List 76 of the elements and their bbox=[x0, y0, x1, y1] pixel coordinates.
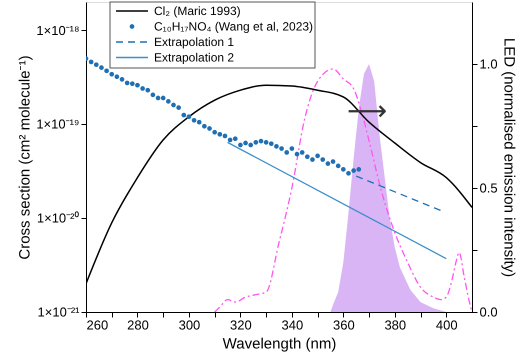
point bbox=[336, 164, 341, 168]
x-tick-label: 320 bbox=[230, 318, 252, 332]
point bbox=[196, 120, 202, 125]
x-axis-title: Wavelength (nm) bbox=[222, 336, 336, 352]
point bbox=[290, 146, 294, 151]
y2-axis-title: LED (normalised emission intensity) bbox=[500, 38, 518, 278]
point bbox=[166, 99, 171, 104]
point bbox=[228, 138, 232, 142]
point bbox=[351, 168, 356, 173]
point bbox=[114, 74, 120, 80]
x-tick-label: 260 bbox=[86, 318, 108, 332]
legend-label: Cl₂ (Maric 1993) bbox=[154, 4, 241, 18]
point bbox=[248, 142, 254, 148]
point bbox=[94, 62, 99, 68]
point bbox=[326, 161, 330, 166]
point bbox=[274, 144, 279, 149]
point bbox=[160, 96, 166, 100]
point bbox=[279, 146, 284, 151]
point bbox=[340, 167, 346, 172]
point bbox=[330, 159, 336, 164]
y-tick-label: 1×10⁻²⁰ bbox=[36, 210, 80, 226]
point bbox=[99, 65, 104, 70]
point bbox=[232, 136, 238, 142]
x-tick-label: 280 bbox=[127, 318, 149, 332]
y-tick-label: 1×10⁻²¹ bbox=[38, 304, 80, 320]
x-tick-label: 400 bbox=[436, 318, 458, 332]
line-series bbox=[214, 68, 472, 312]
point bbox=[315, 154, 320, 158]
point bbox=[320, 157, 326, 162]
y2-tick-label: 0.5 bbox=[480, 180, 498, 196]
point bbox=[135, 82, 140, 88]
y-axis-title: Cross section (cm² molecule⁻¹) bbox=[16, 55, 34, 260]
point bbox=[300, 150, 305, 155]
point bbox=[284, 150, 290, 155]
point bbox=[253, 140, 258, 145]
point bbox=[202, 124, 207, 129]
point bbox=[140, 86, 145, 91]
point bbox=[304, 154, 310, 160]
point bbox=[207, 126, 212, 131]
y2-tick-label: 0.0 bbox=[480, 304, 498, 320]
y-tick-label: 1×10⁻¹⁹ bbox=[36, 116, 80, 132]
point bbox=[212, 130, 218, 135]
point bbox=[294, 152, 300, 156]
point bbox=[186, 114, 192, 120]
point bbox=[268, 141, 274, 146]
y2-tick-label: 1.0 bbox=[480, 56, 498, 72]
point bbox=[120, 77, 124, 82]
point bbox=[176, 105, 181, 110]
x-tick-label: 300 bbox=[178, 318, 200, 332]
x-tick-label: 340 bbox=[282, 318, 304, 332]
x-tick-label: 380 bbox=[384, 318, 406, 332]
point bbox=[104, 68, 109, 74]
y-tick-label: 1×10⁻¹⁸ bbox=[36, 22, 80, 38]
point bbox=[130, 81, 135, 86]
legend-label: C₁₀H₁₇NO₄ (Wang et al, 2023) bbox=[154, 20, 314, 34]
point bbox=[181, 112, 186, 118]
point bbox=[356, 167, 362, 172]
point bbox=[150, 92, 156, 98]
point bbox=[217, 132, 222, 137]
point bbox=[156, 96, 160, 100]
point bbox=[346, 170, 351, 176]
point bbox=[243, 140, 248, 146]
point bbox=[238, 142, 243, 148]
point bbox=[145, 88, 150, 93]
legend-label: Extrapolation 1 bbox=[154, 35, 234, 49]
point bbox=[124, 80, 130, 86]
point bbox=[310, 157, 315, 162]
point bbox=[88, 60, 94, 64]
point bbox=[109, 72, 114, 77]
point bbox=[192, 118, 196, 123]
point bbox=[222, 134, 228, 138]
point bbox=[258, 138, 264, 144]
point bbox=[264, 140, 268, 145]
x-tick-label: 360 bbox=[332, 318, 355, 332]
point bbox=[171, 102, 176, 108]
legend-label: Extrapolation 2 bbox=[154, 50, 234, 64]
